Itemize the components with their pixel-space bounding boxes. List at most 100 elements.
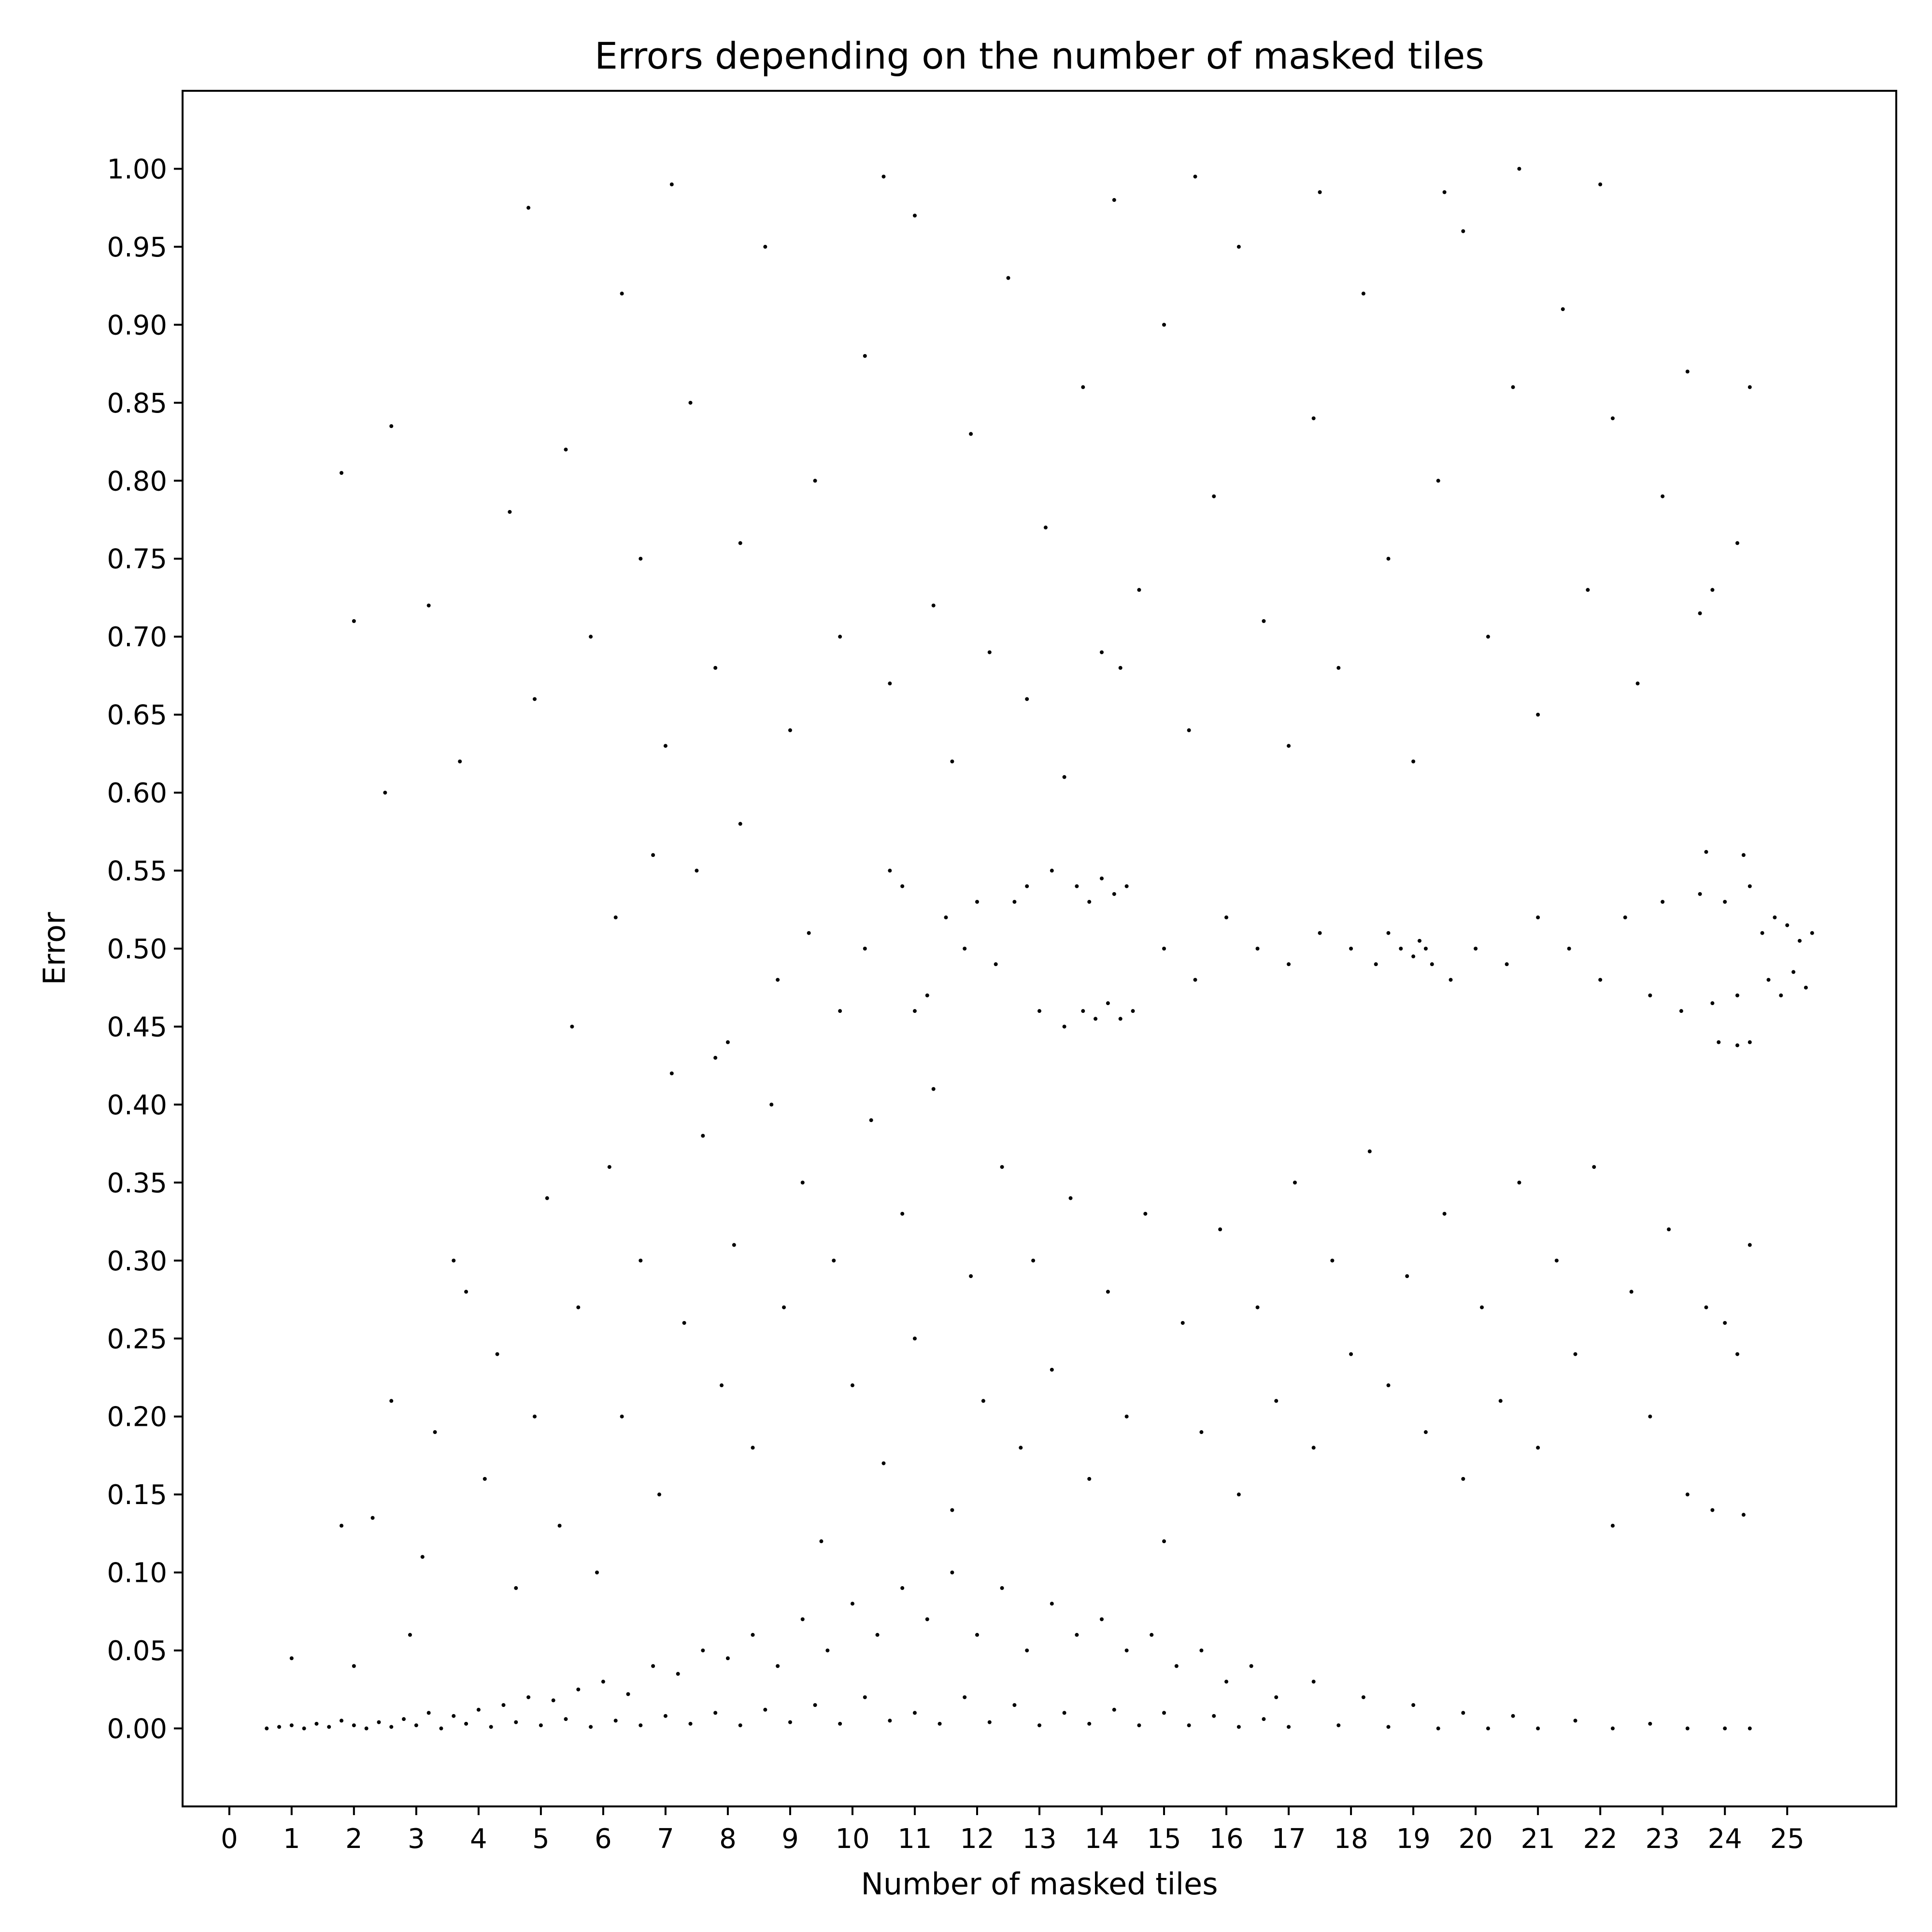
data-point xyxy=(1311,1679,1316,1684)
data-point xyxy=(651,853,655,857)
data-point xyxy=(476,1707,481,1712)
data-point xyxy=(1486,635,1490,639)
data-point xyxy=(1174,1664,1179,1668)
data-point xyxy=(782,1305,786,1309)
data-point xyxy=(651,1664,655,1668)
data-point xyxy=(963,947,967,951)
data-point xyxy=(1162,947,1166,951)
data-point xyxy=(776,1664,780,1668)
data-point xyxy=(1193,174,1197,179)
data-point xyxy=(1648,993,1652,997)
x-tick-label: 21 xyxy=(1521,1823,1555,1855)
data-point xyxy=(1287,1725,1291,1729)
data-point xyxy=(1610,1523,1615,1528)
y-tick-label: 0.10 xyxy=(107,1558,167,1589)
data-point xyxy=(1019,1446,1023,1450)
data-point xyxy=(1461,229,1465,233)
data-point xyxy=(1199,1430,1204,1435)
data-point xyxy=(464,1721,469,1726)
data-point xyxy=(339,1523,343,1528)
data-point xyxy=(725,1656,730,1661)
data-point xyxy=(931,1087,936,1091)
x-axis-title: Number of masked tiles xyxy=(861,1866,1218,1902)
x-tick-label: 4 xyxy=(470,1823,487,1855)
data-point xyxy=(850,1383,854,1388)
data-point xyxy=(1236,1492,1241,1497)
data-point xyxy=(1449,978,1453,982)
data-point xyxy=(339,471,343,475)
data-point xyxy=(763,1707,767,1712)
data-point xyxy=(863,354,867,358)
x-axis: 0 1 2 3 4 5 6 7 8 9 10 11 12 13 14 15 16 17 18 19 20 21 22 23 24… xyxy=(221,1806,1804,1855)
y-tick-label: 0.05 xyxy=(107,1635,167,1667)
data-point xyxy=(1043,526,1048,530)
data-point xyxy=(452,1714,456,1718)
data-point xyxy=(1661,900,1665,904)
data-point xyxy=(302,1726,306,1731)
data-point xyxy=(532,697,537,701)
data-point xyxy=(800,1180,805,1185)
data-point xyxy=(1336,1723,1341,1728)
data-point xyxy=(1311,416,1316,421)
data-point xyxy=(1661,494,1665,498)
x-tick-label: 11 xyxy=(897,1823,932,1855)
data-point xyxy=(669,182,674,186)
y-axis-title: Error xyxy=(37,912,72,985)
data-point xyxy=(1236,1725,1241,1729)
data-point xyxy=(1536,712,1540,717)
data-point xyxy=(1598,978,1603,982)
data-point xyxy=(1610,416,1615,421)
data-point xyxy=(1162,1711,1166,1715)
data-point xyxy=(1685,1492,1690,1497)
data-point xyxy=(389,1399,394,1403)
data-point xyxy=(1062,775,1066,779)
data-point xyxy=(389,424,394,428)
data-point xyxy=(1349,1352,1353,1356)
data-point xyxy=(950,759,954,764)
data-point xyxy=(1006,276,1010,280)
data-point xyxy=(1779,993,1783,997)
data-point xyxy=(1199,1648,1204,1653)
data-point xyxy=(1187,728,1191,732)
data-point xyxy=(1536,1446,1540,1450)
data-point xyxy=(1361,1695,1365,1699)
data-point xyxy=(682,1321,686,1325)
y-tick-label: 0.30 xyxy=(107,1246,167,1277)
data-point xyxy=(402,1717,406,1721)
data-point xyxy=(1068,1196,1073,1200)
data-point xyxy=(1081,385,1085,389)
data-point xyxy=(1747,884,1752,888)
data-point xyxy=(1131,1009,1135,1013)
data-point xyxy=(657,1492,661,1497)
data-point xyxy=(1747,1243,1752,1247)
data-point xyxy=(994,962,998,966)
data-point xyxy=(1735,541,1740,545)
data-point xyxy=(364,1726,369,1731)
y-tick-label: 0.40 xyxy=(107,1090,167,1121)
data-point xyxy=(539,1723,543,1728)
data-point xyxy=(1112,892,1116,896)
data-point xyxy=(769,1102,774,1107)
data-point xyxy=(1137,588,1141,592)
x-tick-label: 15 xyxy=(1147,1823,1181,1855)
data-point xyxy=(1442,1211,1447,1216)
data-point xyxy=(1480,1305,1484,1309)
data-point xyxy=(1635,682,1640,686)
data-point xyxy=(1236,244,1241,249)
data-point xyxy=(626,1692,630,1696)
y-tick-label: 0.65 xyxy=(107,700,167,731)
data-point xyxy=(620,1414,624,1419)
data-point xyxy=(1698,892,1702,896)
data-point xyxy=(720,1383,724,1388)
y-tick-label: 0.45 xyxy=(107,1011,167,1043)
data-point xyxy=(1025,697,1029,701)
data-point xyxy=(1498,1399,1503,1403)
data-point xyxy=(1367,1149,1372,1153)
data-point xyxy=(912,1336,917,1341)
data-point xyxy=(688,1721,693,1726)
data-point xyxy=(1423,947,1428,951)
data-point xyxy=(725,1040,730,1044)
data-point xyxy=(526,1695,531,1699)
x-tick-label: 8 xyxy=(719,1823,737,1855)
data-point xyxy=(1798,938,1802,943)
